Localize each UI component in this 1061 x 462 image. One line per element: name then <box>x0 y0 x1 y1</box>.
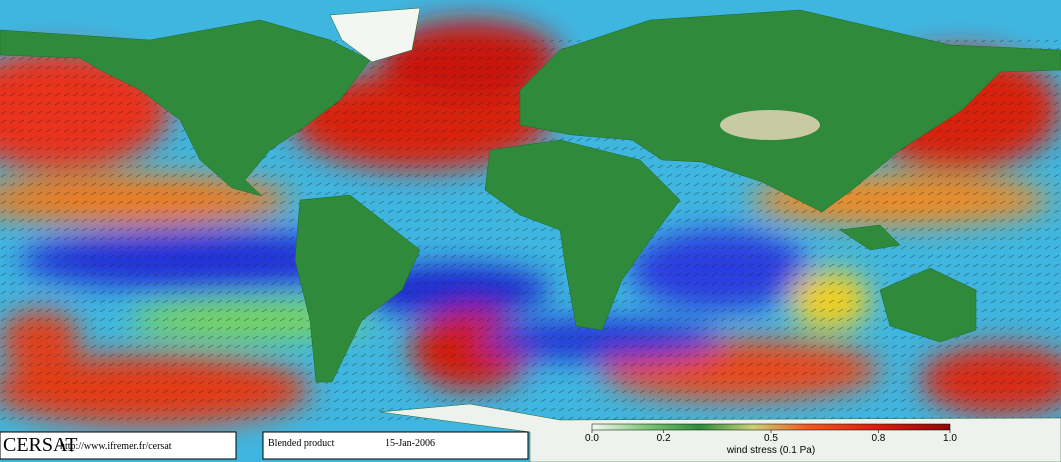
colorbar-tick-label: 1.0 <box>943 433 957 444</box>
product-box <box>262 431 529 460</box>
colorbar-tick-label: 0.8 <box>871 433 885 444</box>
credit-box <box>0 431 237 460</box>
colorbar-tick-label: 0.0 <box>585 433 599 444</box>
product: Blended product <box>268 438 335 449</box>
land <box>0 7 1061 462</box>
url[interactable]: http://www.ifremer.fr/cersat <box>60 441 172 452</box>
logo: CERSAT <box>3 434 77 456</box>
colorbar: wind stress (0.1 Pa) 0.0 0.2 0.5 0.8 1.0 <box>585 423 957 456</box>
colorbar-label: wind stress (0.1 Pa) <box>726 445 815 456</box>
colorbar-tick-label: 0.5 <box>764 433 778 444</box>
footer: CERSAT http://www.ifremer.fr/cersat Blen… <box>0 431 529 460</box>
date: 15-Jan-2006 <box>385 438 435 449</box>
colorbar-ramp <box>591 423 951 431</box>
colorbar-tick-label: 0.2 <box>657 433 671 444</box>
